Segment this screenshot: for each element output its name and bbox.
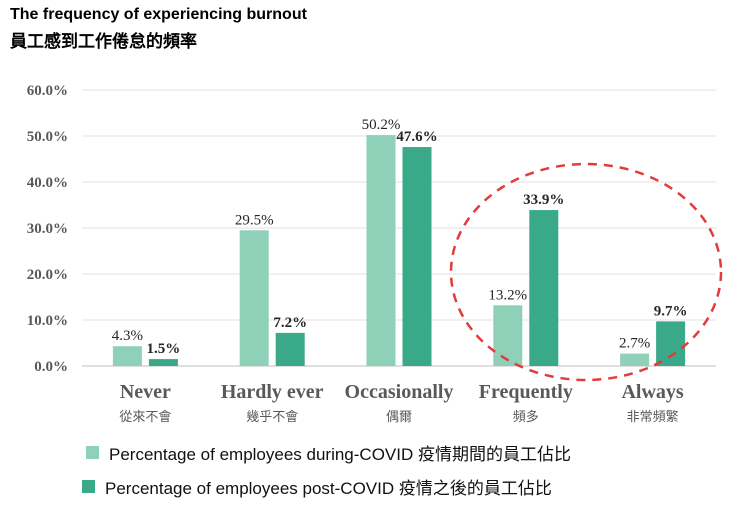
- bar-chart: 0.0% 10.0% 20.0% 30.0% 40.0% 50.0% 60.0% 4.3%1.…: [27, 83, 723, 425]
- x-tick-label: Never: [120, 381, 171, 403]
- y-tick-label: 40.0%: [27, 175, 68, 191]
- data-label: 4.3%: [112, 328, 143, 344]
- y-tick-label: 10.0%: [27, 313, 68, 329]
- data-label: 33.9%: [523, 192, 564, 208]
- legend-label-post-covid: Percentage of employees post-COVID 疫情之後的…: [105, 479, 552, 498]
- legend-item-during-covid: Percentage of employees during-COVID 疫情期…: [86, 440, 571, 465]
- data-label: 29.5%: [235, 212, 274, 228]
- bar: [656, 321, 686, 366]
- highlight-ellipse: [449, 162, 723, 382]
- data-label: 9.7%: [654, 303, 688, 319]
- data-label: 1.5%: [147, 341, 181, 357]
- bar: [112, 346, 142, 366]
- x-tick-label: Frequently: [479, 381, 573, 403]
- x-tick-label: Always: [621, 381, 683, 403]
- bar: [493, 305, 523, 366]
- bar: [148, 359, 178, 366]
- y-tick-label: 60.0%: [27, 83, 68, 99]
- data-label: 50.2%: [362, 117, 401, 133]
- legend-item-post-covid: Percentage of employees post-COVID 疫情之後的…: [82, 474, 552, 499]
- x-tick-label-chinese: 從來不會: [119, 410, 171, 425]
- data-label: 47.6%: [396, 129, 437, 145]
- x-tick-label: Occasionally: [345, 381, 454, 403]
- bar: [402, 147, 432, 366]
- x-tick-label-chinese: 偶爾: [386, 410, 412, 425]
- x-tick-label-chinese: 幾乎不會: [246, 410, 298, 425]
- x-tick-label: Hardly ever: [221, 381, 324, 403]
- bar: [239, 230, 269, 366]
- data-label: 7.2%: [273, 315, 307, 331]
- bar: [366, 135, 396, 366]
- chart-title-english: The frequency of experiencing burnout: [10, 6, 307, 23]
- y-tick-label: 50.0%: [27, 129, 68, 145]
- y-tick-label: 30.0%: [27, 221, 68, 237]
- data-label: 2.7%: [619, 336, 650, 352]
- y-tick-label: 0.0%: [34, 359, 68, 375]
- chart-title-chinese: 員工感到工作倦怠的頻率: [10, 32, 197, 52]
- legend-label-during-covid: Percentage of employees during-COVID 疫情期…: [109, 445, 571, 464]
- x-tick-label-chinese: 非常頻繁: [627, 409, 679, 425]
- bar: [529, 210, 559, 366]
- bar: [620, 353, 650, 366]
- bar: [275, 332, 305, 366]
- y-tick-label: 20.0%: [27, 267, 68, 283]
- x-tick-label-chinese: 頻多: [513, 409, 539, 425]
- data-label: 13.2%: [488, 287, 527, 303]
- legend-swatch-during-covid: [86, 446, 99, 459]
- legend-swatch-post-covid: [82, 480, 95, 493]
